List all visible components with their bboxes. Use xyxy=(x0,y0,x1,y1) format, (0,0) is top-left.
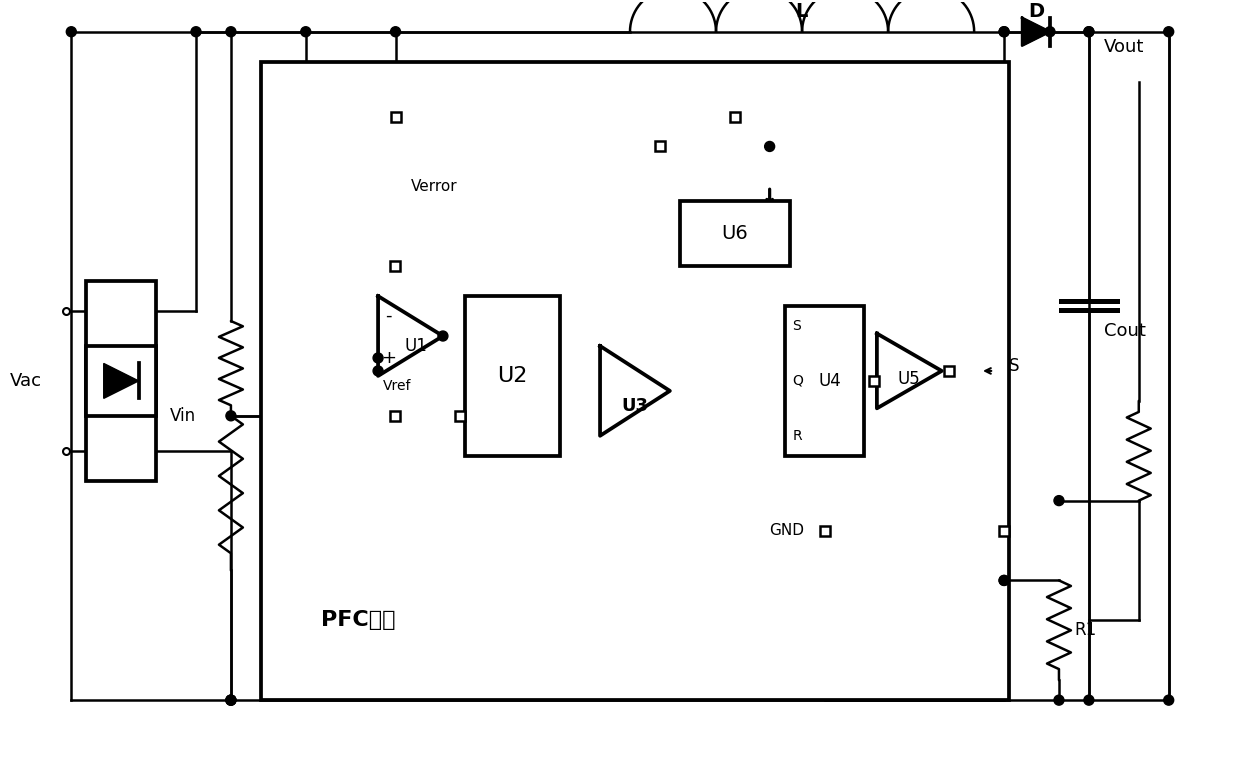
Bar xyxy=(944,366,955,376)
Text: PFC电路: PFC电路 xyxy=(321,610,396,630)
Circle shape xyxy=(1084,27,1094,37)
Circle shape xyxy=(1054,695,1064,705)
Bar xyxy=(455,410,465,421)
Circle shape xyxy=(765,141,775,151)
Bar xyxy=(465,296,560,456)
Text: U5: U5 xyxy=(898,370,920,388)
Circle shape xyxy=(999,27,1009,37)
Text: Vout: Vout xyxy=(1104,37,1145,56)
Polygon shape xyxy=(1022,18,1050,46)
Circle shape xyxy=(301,27,311,37)
Circle shape xyxy=(999,575,1009,585)
Circle shape xyxy=(373,366,383,376)
Circle shape xyxy=(1084,27,1094,37)
Circle shape xyxy=(999,27,1009,37)
Text: -: - xyxy=(386,307,392,325)
Text: Vac: Vac xyxy=(10,372,41,390)
Text: R1: R1 xyxy=(1074,621,1096,639)
Bar xyxy=(260,62,1009,700)
Text: Vin: Vin xyxy=(170,407,196,425)
Text: +: + xyxy=(381,349,396,367)
Circle shape xyxy=(999,575,1009,585)
Circle shape xyxy=(1045,27,1055,37)
Text: S: S xyxy=(792,319,801,333)
Text: D: D xyxy=(1028,2,1044,21)
Bar xyxy=(389,410,399,421)
Circle shape xyxy=(226,695,236,705)
Circle shape xyxy=(1163,695,1174,705)
Bar xyxy=(680,201,790,266)
Circle shape xyxy=(226,410,236,421)
Text: Vref: Vref xyxy=(383,379,412,393)
Text: U4: U4 xyxy=(818,372,841,390)
Circle shape xyxy=(373,353,383,363)
Bar xyxy=(999,526,1009,536)
Circle shape xyxy=(191,27,201,37)
Text: Verror: Verror xyxy=(410,179,458,194)
Text: U1: U1 xyxy=(404,337,427,355)
Bar xyxy=(655,141,665,151)
Bar xyxy=(391,111,401,121)
Bar xyxy=(869,376,879,386)
Circle shape xyxy=(438,331,448,341)
Text: U2: U2 xyxy=(497,366,527,386)
Text: S: S xyxy=(1009,357,1019,375)
Circle shape xyxy=(226,695,236,705)
Circle shape xyxy=(1084,695,1094,705)
Bar xyxy=(87,346,156,416)
Circle shape xyxy=(1163,27,1174,37)
Text: U3: U3 xyxy=(621,397,649,415)
Circle shape xyxy=(1054,496,1064,506)
Circle shape xyxy=(391,27,401,37)
Text: L: L xyxy=(795,2,807,21)
Circle shape xyxy=(226,27,236,37)
Circle shape xyxy=(66,27,77,37)
Bar xyxy=(389,261,399,271)
Text: R: R xyxy=(792,429,802,443)
Text: Q: Q xyxy=(792,374,804,388)
Bar xyxy=(820,526,830,536)
Text: Cout: Cout xyxy=(1104,322,1146,340)
Bar xyxy=(785,306,864,456)
Bar xyxy=(730,111,740,121)
Bar xyxy=(87,281,156,481)
Circle shape xyxy=(226,695,236,705)
Text: GND: GND xyxy=(770,523,805,538)
Text: U6: U6 xyxy=(722,224,748,243)
Polygon shape xyxy=(104,363,139,398)
